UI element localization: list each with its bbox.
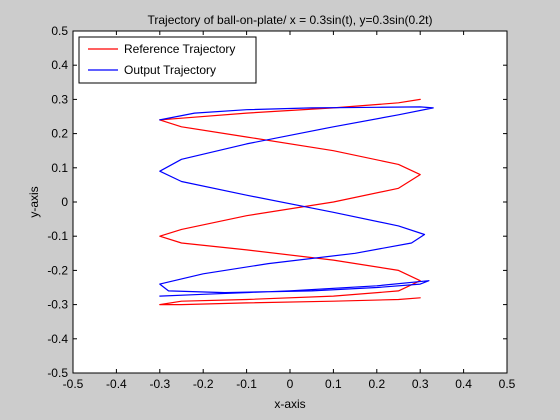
x-tick-label: 0 <box>287 377 294 391</box>
series-line-output <box>159 106 434 297</box>
chart-title: Trajectory of ball-on-plate/ x = 0.3sin(… <box>147 13 432 27</box>
legend-label-output: Output Trajectory <box>124 63 216 77</box>
y-tick-label: 0.2 <box>51 127 68 141</box>
x-tick-label: -0.1 <box>236 377 257 391</box>
y-tick-label: -0.2 <box>47 263 68 277</box>
x-tick-label: 0.2 <box>368 377 385 391</box>
y-tick-label: 0 <box>61 195 68 209</box>
y-tick-label: 0.3 <box>51 92 68 106</box>
legend-label-reference: Reference Trajectory <box>124 42 235 56</box>
x-tick-label: 0.5 <box>499 377 516 391</box>
y-tick-label: -0.3 <box>47 298 68 312</box>
y-axis-label: y-axis <box>27 186 41 217</box>
y-tick-label: 0.1 <box>51 161 68 175</box>
x-tick-label: -0.3 <box>149 377 170 391</box>
y-tick-label: -0.5 <box>47 366 68 380</box>
x-tick-label: 0.1 <box>325 377 342 391</box>
y-tick-label: -0.1 <box>47 229 68 243</box>
x-tick-label: 0.4 <box>455 377 472 391</box>
y-tick-label: 0.5 <box>51 24 68 38</box>
x-tick-label: 0.3 <box>412 377 429 391</box>
x-tick-label: -0.4 <box>106 377 127 391</box>
x-axis-label: x-axis <box>274 397 305 411</box>
tick-layer: -0.5 -0.4 -0.3 -0.2 -0.1 0 0.1 0.2 0.3 0.4 0.5 -0.5… <box>47 24 515 391</box>
x-tick-label: -0.2 <box>193 377 214 391</box>
legend: Reference Trajectory Output Trajectory <box>78 36 257 84</box>
plot-area <box>73 31 507 373</box>
series-layer <box>159 98 434 306</box>
y-tick-label: -0.4 <box>47 332 68 346</box>
axes-frame <box>72 30 508 374</box>
legend-box <box>78 36 257 84</box>
x-tick-label: -0.5 <box>63 377 84 391</box>
y-tick-label: 0.4 <box>51 58 68 72</box>
